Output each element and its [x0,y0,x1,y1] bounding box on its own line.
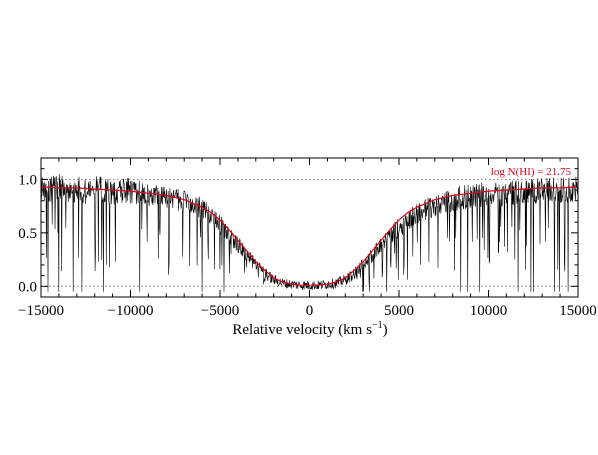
x-tick-labels: −15000 −10000 −5000 0 5000 10000 15000 [18,303,597,319]
x-axis-label-close: ) [383,322,388,338]
x-axis-label: Relative velocity (km s−1) [232,320,387,338]
plot-frame [40,157,579,298]
x-tick-label: −15000 [18,303,64,319]
x-tick-label: 5000 [384,303,414,319]
axis-ticks [40,157,579,298]
model-series [40,186,579,286]
x-axis-label-main: Relative velocity (km s [232,322,372,338]
y-tick-labels: 0.0 0.5 1.0 [18,172,37,295]
x-tick-label: 0 [306,303,314,319]
x-axis-label-sup: −1 [372,320,383,331]
column-density-annotation: log N(HI) = 21.75 [491,166,572,178]
x-tick-label: −5000 [201,303,239,319]
y-tick-label: 0.0 [18,279,37,295]
spectrum-series [40,174,579,292]
x-tick-label: 15000 [559,303,597,319]
x-tick-label: −10000 [108,303,154,319]
x-tick-label: 10000 [470,303,508,319]
y-tick-label: 0.5 [18,226,37,242]
model-line [40,186,579,286]
reference-lines [41,178,578,287]
y-tick-label: 1.0 [18,172,37,188]
spectrum-line [40,174,579,292]
